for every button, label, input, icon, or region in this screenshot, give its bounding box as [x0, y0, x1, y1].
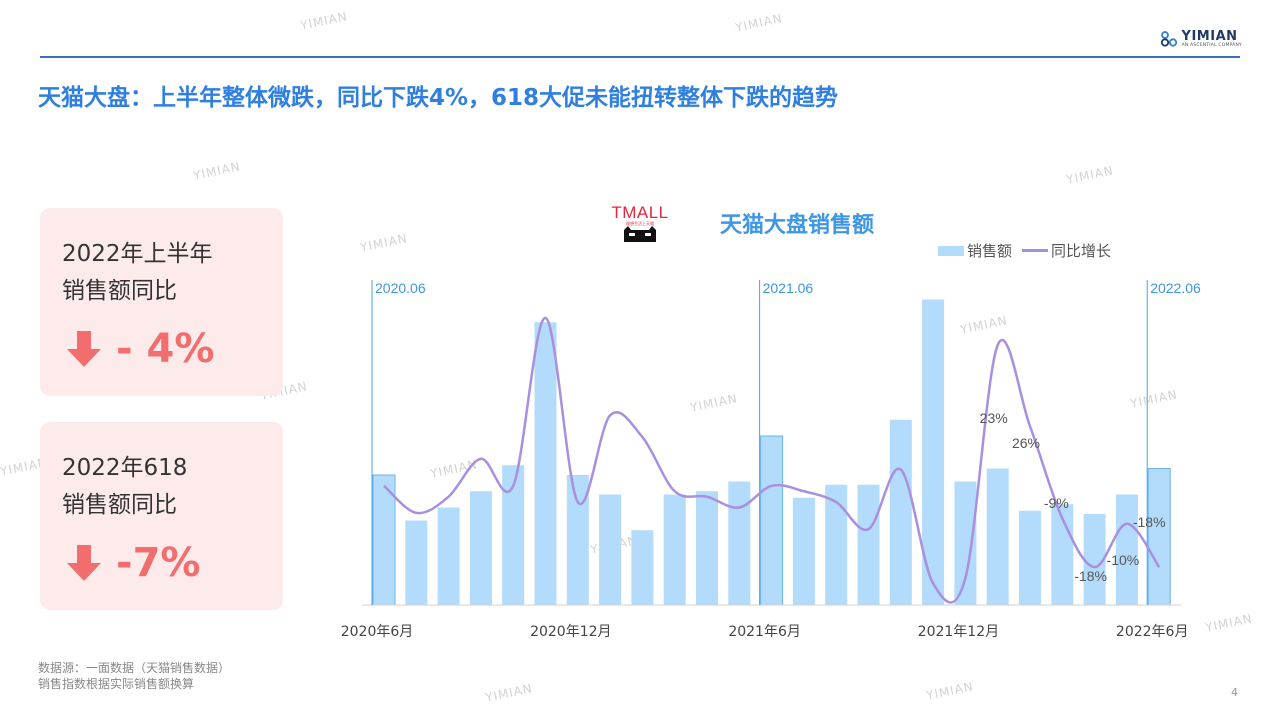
chart-title: 天猫大盘销售额	[720, 213, 875, 238]
data-source-footnote: 数据源：一面数据（天猫销售数据） 销售指数根据实际销售额换算	[38, 661, 231, 691]
kpi-card-618: 2022年618 销售额同比 -7%	[40, 422, 283, 610]
page-number: 4	[1231, 686, 1238, 699]
kpi-card-value-row: -7%	[66, 540, 201, 586]
bar-sales	[889, 419, 912, 605]
tmall-logo-tagline: 理想生活上天猫	[626, 220, 654, 226]
page-title: 天猫大盘：上半年整体微跌，同比下跌4%，618大促未能扭转整体下跌的趋势	[38, 85, 839, 111]
brand-logo: YIMIAN AN ASCENTIAL COMPANY	[1160, 30, 1242, 49]
brand-tagline: AN ASCENTIAL COMPANY	[1181, 43, 1242, 48]
bar-sales	[825, 484, 848, 605]
bar-sales	[534, 322, 557, 605]
data-label: -10%	[1107, 552, 1140, 568]
legend-item-sales: 销售额	[938, 240, 1012, 261]
chart-legend: 销售额 同比增长	[938, 240, 1111, 261]
down-arrow-icon	[67, 331, 101, 367]
x-tick-label: 2021年6月	[728, 624, 801, 640]
kpi-card-value-row: - 4%	[66, 326, 214, 372]
bar-sales	[437, 507, 460, 605]
bar-sales	[663, 494, 686, 605]
tmall-cat-icon	[624, 226, 656, 242]
bar-sales	[469, 491, 492, 605]
tmall-logo-word: TMALL	[611, 203, 668, 222]
kpi-card-value: - 4%	[116, 326, 215, 372]
x-tick-label: 2020年6月	[341, 624, 414, 640]
bar-sales	[631, 530, 654, 605]
legend-item-growth: 同比增长	[1022, 240, 1111, 261]
data-label: -18%	[1074, 568, 1107, 584]
bar-sales	[986, 468, 1009, 605]
header-divider	[40, 56, 1240, 58]
bar-sales	[922, 299, 945, 605]
legend-swatch-bar	[938, 245, 964, 256]
bar-sales	[696, 491, 718, 605]
kpi-card-label: 2022年618 销售额同比	[62, 455, 188, 518]
bar-sales	[857, 484, 880, 605]
kpi-card-h1: 2022年上半年 销售额同比 - 4%	[40, 208, 283, 396]
tmall-logo: TMALL 理想生活上天猫	[611, 203, 668, 242]
bar-sales	[792, 497, 815, 605]
x-tick-label: 2022年6月	[1116, 624, 1189, 640]
bar-sales	[1019, 510, 1041, 605]
kpi-card-value: -7%	[116, 540, 201, 586]
data-label: 23%	[980, 410, 1008, 426]
bar-sales	[1083, 514, 1106, 605]
period-marker-label: 2022.06	[1150, 280, 1201, 296]
data-label: -9%	[1044, 495, 1069, 511]
yimian-logo-icon	[1160, 31, 1177, 47]
bar-sales	[599, 494, 622, 605]
bar-sales	[1147, 468, 1171, 606]
x-tick-label: 2020年12月	[530, 624, 611, 640]
brand-name: YIMIAN	[1181, 29, 1238, 44]
data-label: 26%	[1012, 435, 1040, 451]
bar-sales	[405, 520, 428, 605]
legend-label: 销售额	[967, 242, 1013, 260]
legend-swatch-line	[1022, 249, 1049, 252]
bar-sales	[954, 481, 977, 605]
bar-sales	[502, 465, 525, 605]
bar-sales	[1115, 494, 1138, 605]
kpi-card-label: 2022年上半年 销售额同比	[62, 241, 213, 304]
x-tick-label: 2021年12月	[918, 624, 999, 640]
legend-label: 同比增长	[1051, 242, 1112, 260]
bar-sales	[566, 475, 589, 605]
down-arrow-icon	[67, 545, 101, 581]
data-label: -18%	[1133, 514, 1166, 530]
growth-line	[383, 316, 1161, 604]
bar-sales	[760, 435, 784, 606]
period-marker-label: 2020.06	[375, 280, 426, 296]
bar-sales	[728, 481, 751, 605]
period-marker-label: 2021.06	[763, 280, 814, 296]
